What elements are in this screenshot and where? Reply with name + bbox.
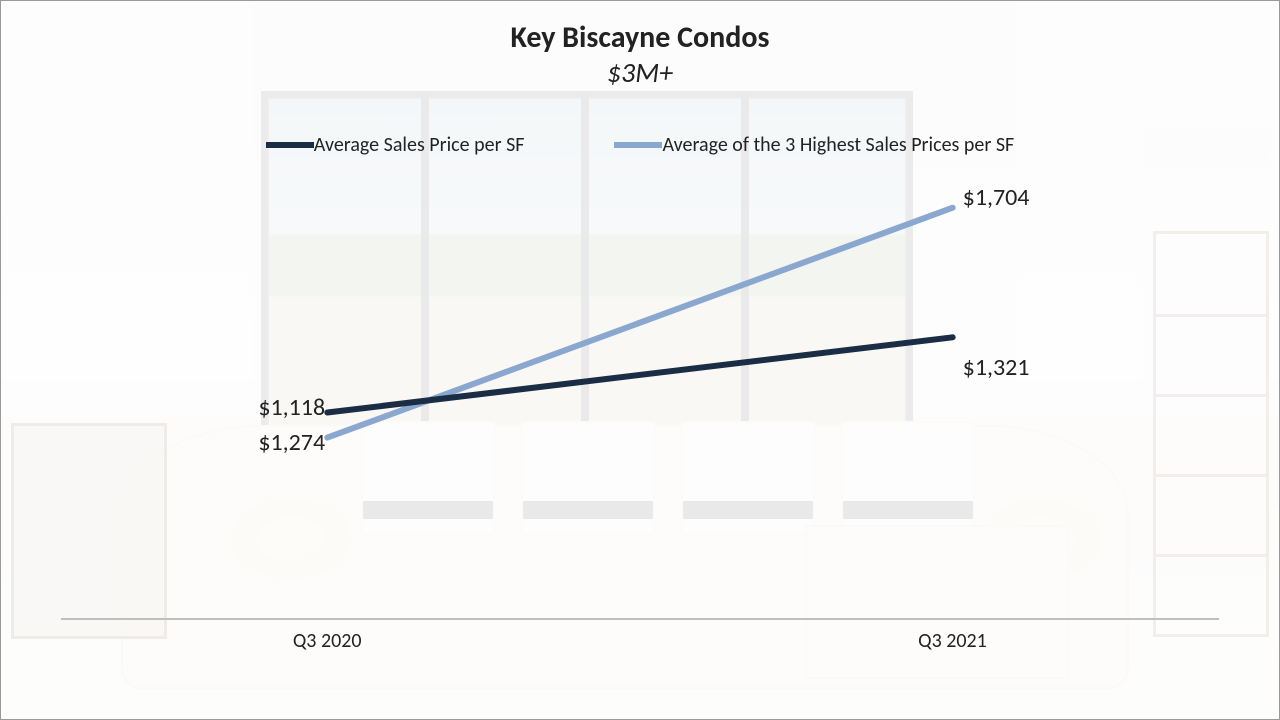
- legend-swatch-0: [266, 140, 314, 150]
- chart-frame: Key Biscayne Condos $3M+ Average Sales P…: [0, 0, 1280, 720]
- legend-label-0: Average Sales Price per SF: [314, 133, 525, 157]
- legend-item-1: Average of the 3 Highest Sales Prices pe…: [614, 133, 1014, 157]
- data-label: $1,118: [258, 393, 325, 422]
- chart-title: Key Biscayne Condos: [1, 19, 1279, 56]
- data-label: $1,274: [258, 428, 325, 457]
- data-label: $1,704: [963, 183, 1030, 212]
- legend-swatch-1: [614, 140, 662, 150]
- legend: Average Sales Price per SF Average of th…: [1, 133, 1279, 157]
- plot-area: $1,274 $1,321 $1,118 $1,704 Q3 2020 Q3 2021: [61, 171, 1219, 659]
- chart-subtitle: $3M+: [1, 55, 1279, 90]
- legend-label-1: Average of the 3 Highest Sales Prices pe…: [662, 133, 1014, 157]
- x-axis-label: Q3 2020: [293, 629, 362, 653]
- data-label: $1,321: [963, 353, 1030, 382]
- x-axis-label: Q3 2021: [918, 629, 987, 653]
- legend-item-0: Average Sales Price per SF: [266, 133, 525, 157]
- plot-svg: [61, 171, 1219, 659]
